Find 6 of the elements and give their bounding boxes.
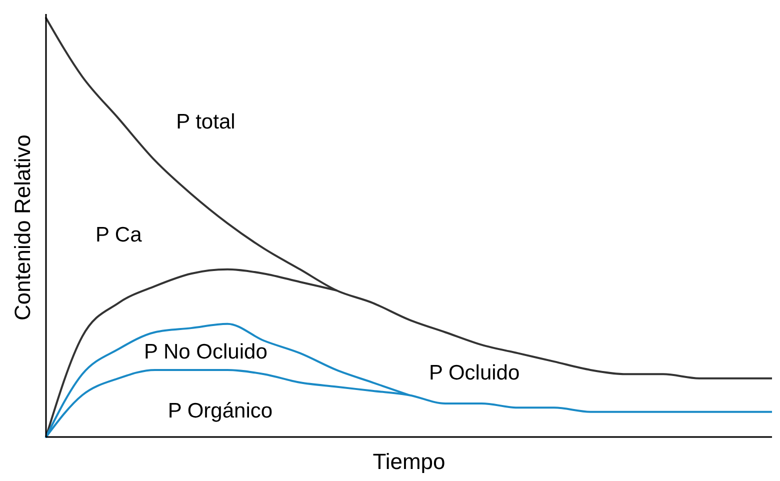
annotation: P No Ocluido (144, 340, 268, 364)
y-axis-title: Contenido Relativo (10, 134, 35, 320)
annotation: P Ocluido (429, 362, 520, 385)
annotation: P total (176, 110, 236, 134)
annotation: P Ca (95, 223, 142, 246)
annotation: P Orgánico (168, 399, 273, 422)
